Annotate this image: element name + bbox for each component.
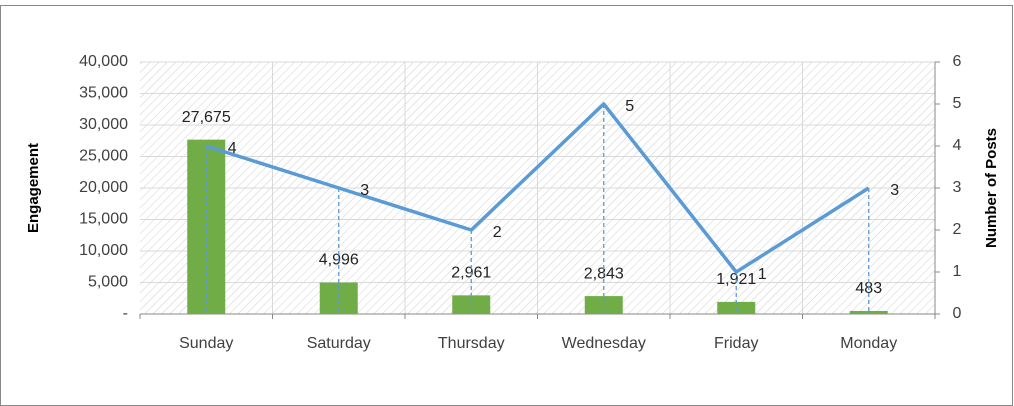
y2-tick-label: 1: [953, 263, 962, 280]
line-value-label: 5: [625, 98, 634, 115]
y2-tick-label: 0: [953, 305, 962, 322]
x-tick-label: Monday: [840, 335, 897, 352]
line-value-label: 4: [228, 140, 237, 157]
bar-value-label: 27,675: [182, 109, 231, 126]
y-tick-label: 20,000: [79, 179, 128, 196]
x-tick-label: Thursday: [438, 335, 505, 352]
x-tick-label: Sunday: [179, 335, 233, 352]
bar: [584, 296, 623, 314]
x-tick-label: Saturday: [307, 335, 371, 352]
line-series: [205, 102, 870, 274]
y-tick-label: 15,000: [79, 211, 128, 228]
y-tick-label: 25,000: [79, 148, 128, 165]
line-value-label: 3: [360, 182, 369, 199]
y2-tick-label: 6: [953, 53, 962, 70]
line-value-label: 2: [493, 224, 502, 241]
y2-tick-label: 3: [953, 179, 962, 196]
y2-tick-label: 2: [953, 221, 962, 238]
bar: [849, 310, 888, 314]
y-tick-label: 30,000: [79, 116, 128, 133]
y-tick-label: 10,000: [79, 242, 128, 259]
x-tick-label: Wednesday: [562, 335, 646, 352]
y-tick-label: 5,000: [88, 274, 128, 291]
y-tick-label: 35,000: [79, 85, 128, 102]
line-value-label: 3: [890, 182, 899, 199]
y2-axis-title: Number of Posts: [983, 128, 1000, 248]
y2-tick-label: 4: [953, 137, 962, 154]
y-axis-title: Engagement: [25, 143, 42, 233]
x-tick-label: Friday: [714, 335, 758, 352]
bar: [452, 295, 491, 314]
y2-tick-label: 5: [953, 95, 962, 112]
line-value-label: 1: [758, 266, 767, 283]
y-tick-label: -: [123, 305, 128, 322]
y-tick-label: 40,000: [79, 53, 128, 70]
